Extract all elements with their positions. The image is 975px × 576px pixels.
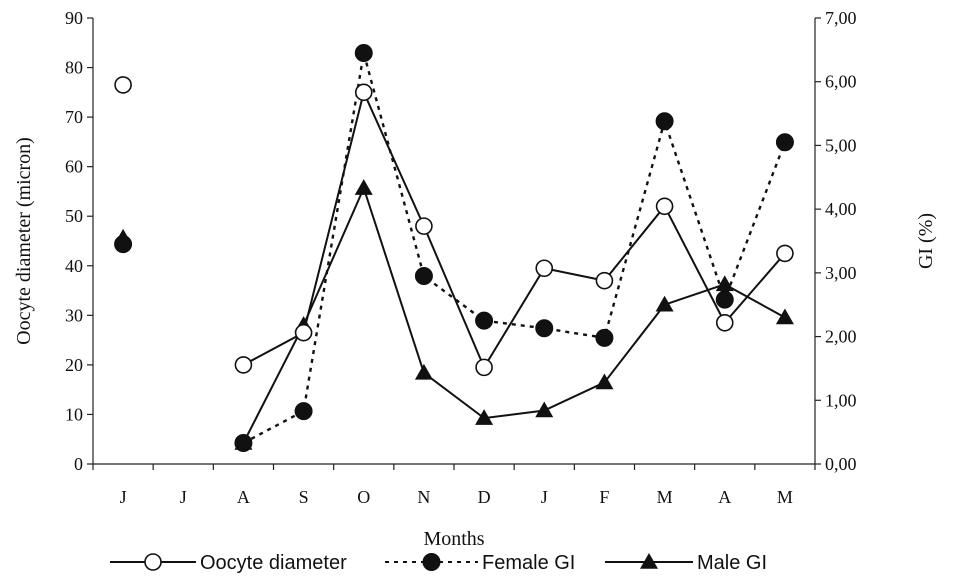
data-point (595, 328, 614, 347)
data-point (535, 259, 554, 278)
data-point (655, 295, 674, 312)
data-point (475, 409, 494, 425)
y-tick-label: 80 (65, 58, 83, 78)
data-point (535, 319, 554, 338)
x-tick-label: F (599, 487, 609, 507)
y-tick-label: 50 (65, 206, 83, 226)
data-point (354, 179, 373, 195)
plot-area (114, 44, 794, 452)
data-point (475, 311, 494, 330)
data-point (715, 313, 734, 332)
data-point (354, 44, 373, 63)
data-point (595, 271, 614, 290)
x-tick-label: M (777, 487, 793, 507)
y2-axis-label: GI (%) (915, 213, 937, 269)
y2-tick-label: 0,00 (825, 454, 857, 474)
data-point (776, 244, 794, 263)
data-point (415, 217, 433, 235)
data-point (234, 433, 253, 450)
legend-marker (640, 553, 658, 569)
data-point (294, 402, 313, 421)
y-axis-label: Oocyte diameter (micron) (13, 137, 35, 345)
y-tick-label: 40 (65, 256, 83, 276)
y-tick-label: 30 (65, 305, 83, 325)
y2-tick-label: 7,00 (825, 8, 857, 28)
x-tick-label: O (357, 487, 370, 507)
series-line (242, 185, 786, 444)
data-point (595, 373, 614, 390)
x-tick-label: D (478, 487, 491, 507)
y2-tick-label: 4,00 (825, 199, 857, 219)
x-tick-label: S (299, 487, 309, 507)
data-point (655, 197, 674, 216)
series-line (242, 52, 787, 445)
y2-tick-label: 1,00 (825, 390, 857, 410)
y-tick-label: 60 (65, 157, 83, 177)
y-tick-label: 70 (65, 107, 83, 127)
y2-tick-label: 3,00 (825, 263, 857, 283)
y2-tick-label: 2,00 (825, 327, 857, 347)
y-tick-label: 20 (65, 355, 83, 375)
data-point (535, 401, 554, 418)
legend-label: Female GI (482, 552, 575, 574)
y2-tick-label: 5,00 (825, 135, 857, 155)
legend-item: Male GI (605, 552, 767, 574)
legend-marker (144, 553, 162, 571)
data-point (775, 308, 794, 325)
x-tick-label: J (120, 487, 127, 507)
series-line (242, 89, 786, 370)
y2-tick-label: 6,00 (825, 72, 857, 92)
legend-label: Male GI (697, 552, 767, 574)
y-tick-label: 90 (65, 8, 83, 28)
data-point (775, 133, 794, 152)
x-axis-label: Months (423, 528, 484, 550)
data-point (655, 112, 674, 131)
y-tick-label: 10 (65, 404, 83, 424)
legend-item: Oocyte diameter (110, 552, 347, 574)
legend-marker (422, 553, 441, 571)
data-point (715, 275, 734, 292)
series-female-gi (242, 52, 787, 445)
data-point (234, 356, 253, 374)
data-point (114, 228, 133, 245)
legend-item: Female GI (385, 552, 575, 574)
x-tick-label: J (180, 487, 187, 507)
markers-oocyte-diameter (114, 76, 794, 377)
legend: Oocyte diameter Female GI Male GI (110, 552, 767, 574)
x-tick-label: M (657, 487, 673, 507)
markers-male-gi (114, 179, 794, 450)
data-point (354, 83, 373, 102)
x-tick-label: J (541, 487, 548, 507)
markers-female-gi (114, 44, 794, 452)
series-oocyte-diameter (242, 89, 786, 370)
x-tick-label: A (237, 487, 250, 507)
data-point (294, 323, 313, 342)
data-point (414, 267, 433, 286)
x-tick-label: A (718, 487, 731, 507)
y-tick-label: 0 (74, 454, 83, 474)
axes: 0 10 20 30 40 50 60 70 80 90 0,00 1,00 2,00 3,00 4,00 5… (65, 8, 857, 507)
data-point (414, 363, 433, 380)
data-point (114, 76, 132, 94)
legend-label: Oocyte diameter (200, 552, 347, 574)
x-tick-label: N (417, 487, 430, 507)
data-point (475, 358, 493, 377)
series-male-gi (242, 185, 786, 444)
data-point (715, 290, 734, 309)
